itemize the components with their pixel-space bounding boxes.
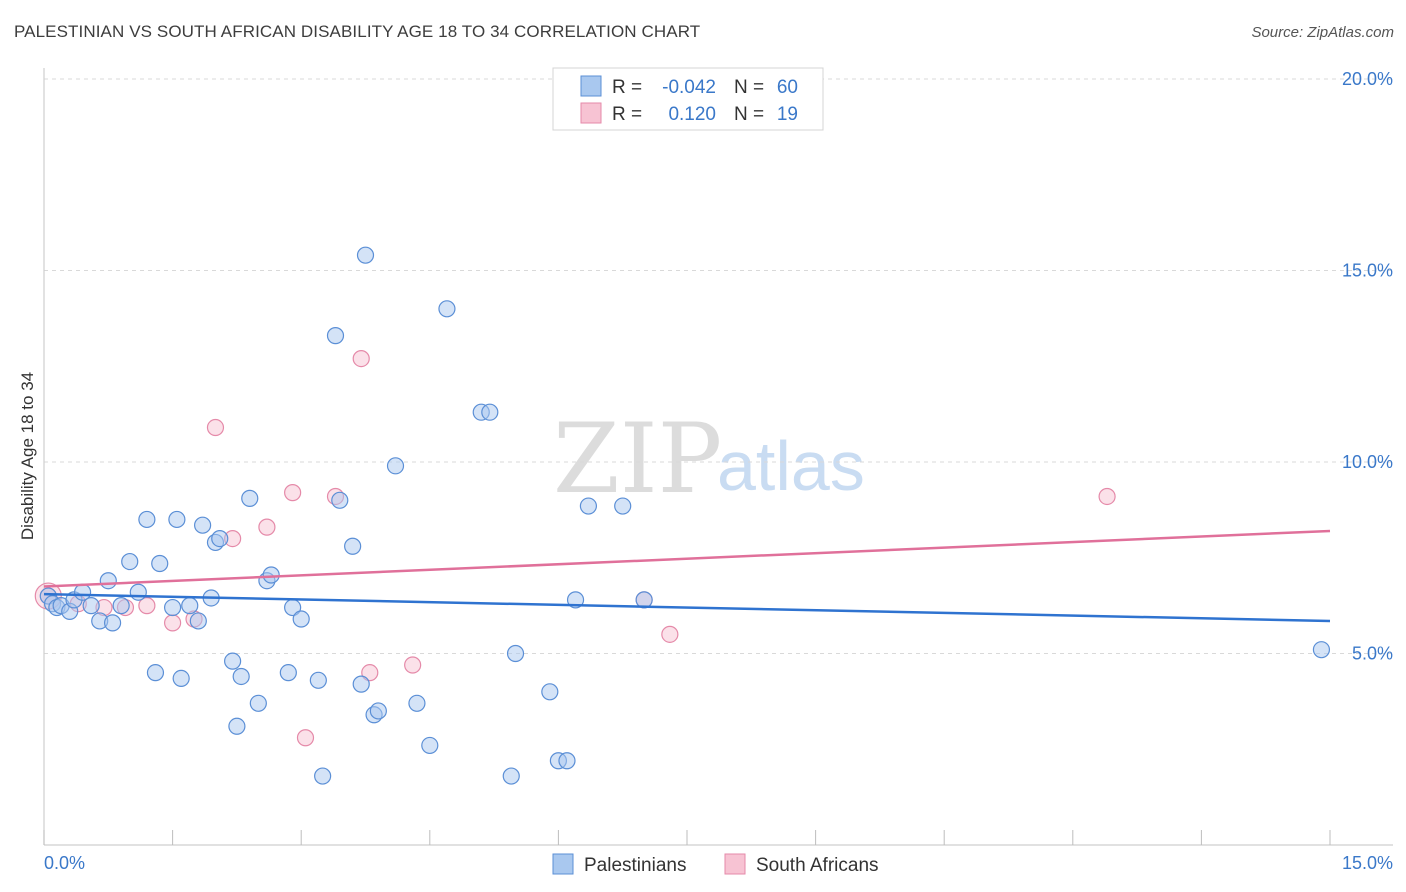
south-africans-point [352,349,370,368]
palestinians-point [309,671,327,689]
legend-r-label-2: R = [612,104,642,125]
palestinians-point [262,566,280,584]
legend-swatch-south-africans [580,102,602,124]
palestinians-point [506,644,525,663]
y-tick-label: 5.0% [1352,644,1393,664]
palestinians-point [558,752,576,770]
palestinians-point [249,694,267,712]
palestinians-point [331,491,349,509]
watermark-zip: ZIP [553,403,722,515]
palestinians-point [292,610,310,628]
y-tick-label: 20.0% [1342,69,1393,89]
trend-lines [43,529,1331,623]
south-africans-point [258,518,276,536]
south-africans-trend-line [43,529,1331,588]
palestinians-point [146,664,165,682]
palestinians-point [151,554,169,573]
palestinians-point [1312,641,1331,659]
palestinians-point [579,497,598,515]
watermark-atlas: atlas [717,427,865,505]
palestinians-point [82,597,100,615]
south-africans-point [404,656,422,674]
palestinians-point [164,598,182,617]
south-africans-point [296,729,315,747]
palestinians-point [408,694,426,712]
source-label: Source: ZipAtlas.com [1251,24,1394,41]
palestinians-point [326,327,345,345]
palestinians-points [39,246,1331,785]
x-tick-label-min: 0.0% [44,853,85,873]
palestinians-point [138,510,156,529]
palestinians-point [181,597,199,615]
y-tick-labels: 5.0% 10.0% 15.0% 20.0% [1342,69,1393,664]
palestinians-point [314,767,332,785]
legend-n-value-1: 60 [777,77,798,98]
palestinians-point [112,597,130,615]
legend-r-value-1: -0.042 [662,77,716,98]
south-africans-point [661,625,679,643]
south-africans-point [164,614,182,632]
legend-n-label-2: N = [734,104,764,125]
palestinians-point [566,591,585,609]
legend-r-value-2: 0.120 [668,104,716,125]
legend-n-value-2: 19 [777,104,798,125]
y-axis-label: Disability Age 18 to 34 [18,372,37,540]
palestinians-point [121,552,139,571]
palestinians-point [614,497,632,515]
palestinians-point [438,300,456,318]
south-africans-point [1098,487,1116,506]
y-tick-label: 10.0% [1342,452,1393,472]
palestinians-point [502,767,520,785]
palestinians-point [232,667,250,686]
series-swatch-south-africans [724,853,746,875]
series-label-palestinians: Palestinians [584,855,686,876]
south-africans-point [284,484,302,502]
palestinians-point [194,516,212,534]
palestinians-point [279,664,297,682]
palestinians-point [344,537,362,555]
correlation-legend: R = -0.042 N = 60 R = 0.120 N = 19 [552,67,824,131]
legend-r-label-1: R = [612,77,642,98]
palestinians-point [481,403,499,421]
series-swatch-palestinians [552,853,574,875]
x-tick-label-max: 15.0% [1342,853,1393,873]
palestinians-point [129,583,147,601]
palestinians-point [168,510,186,529]
x-tick-marks [43,830,1331,845]
palestinians-point [172,669,190,687]
palestinians-point [241,489,259,507]
palestinians-trend-line [43,592,1331,623]
watermark: ZIP atlas [553,403,865,515]
palestinians-point [352,675,370,693]
chart-title: PALESTINIAN VS SOUTH AFRICAN DISABILITY … [14,22,701,41]
palestinians-point [421,736,439,755]
palestinians-point [541,683,559,701]
south-africans-point [206,418,225,437]
south-africans-point [138,597,156,615]
palestinians-point [211,529,229,548]
palestinians-point [369,702,387,720]
south-africans-point [361,664,379,682]
palestinians-point [386,457,405,475]
palestinians-point [99,572,117,590]
y-tick-label: 15.0% [1342,261,1393,281]
palestinians-point [228,717,246,735]
series-label-south-africans: South Africans [756,855,879,876]
palestinians-point [103,614,122,632]
palestinians-point [224,652,242,670]
legend-n-label-1: N = [734,77,764,98]
palestinians-point [356,246,375,264]
palestinians-point [189,612,207,630]
legend-swatch-palestinians [580,75,602,97]
gridlines [44,78,1393,654]
series-legend: Palestinians South Africans [552,853,879,876]
